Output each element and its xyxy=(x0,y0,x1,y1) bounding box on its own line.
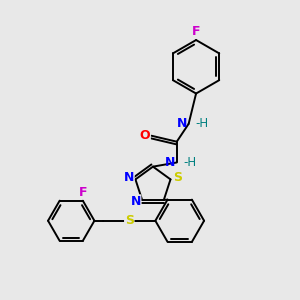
Text: F: F xyxy=(192,25,200,38)
Text: O: O xyxy=(140,129,150,142)
Text: N: N xyxy=(165,156,175,169)
Text: F: F xyxy=(79,186,88,199)
Text: -H: -H xyxy=(195,117,208,130)
Text: N: N xyxy=(177,117,187,130)
Text: S: S xyxy=(173,171,182,184)
Text: N: N xyxy=(124,171,134,184)
Text: S: S xyxy=(125,214,134,227)
Text: N: N xyxy=(130,195,141,208)
Text: -H: -H xyxy=(183,156,196,169)
